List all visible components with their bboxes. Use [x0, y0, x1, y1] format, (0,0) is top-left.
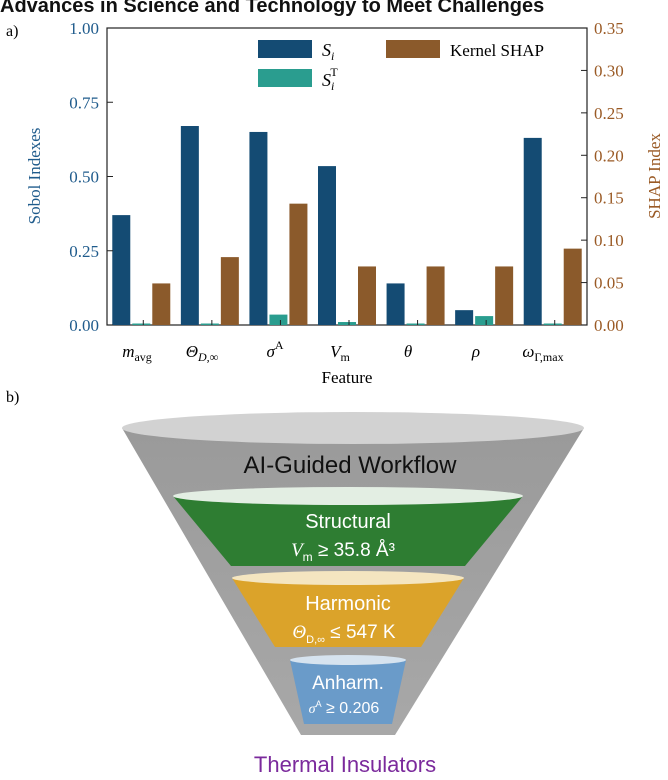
x-tick-label: ρ — [471, 342, 480, 361]
right-tick-label: 0.25 — [594, 104, 624, 123]
funnel-output-label: Thermal Insulators — [254, 752, 436, 777]
stage-harmonic-criterion: ΘD,∞ ≤ 547 K — [292, 622, 396, 646]
x-axis-title: Feature — [322, 368, 373, 387]
stage-anharmonic: Anharm. σA ≥ 0.206 — [290, 655, 406, 724]
left-tick-label: 1.00 — [69, 19, 99, 38]
bar-1-5 — [475, 316, 494, 325]
bar-0-3 — [318, 166, 336, 325]
bar-1-0 — [132, 323, 151, 325]
x-tick-label: σA — [266, 338, 283, 361]
stage-anharmonic-criterion: σA ≥ 0.206 — [309, 699, 380, 717]
header-title: Advances in Science and Technology to Me… — [0, 0, 545, 17]
legend-swatch-sit — [258, 69, 312, 87]
bar-0-5 — [455, 310, 474, 325]
stage-harmonic-rim — [232, 571, 464, 585]
right-tick-label: 0.00 — [594, 316, 624, 335]
bar-2-0 — [152, 283, 171, 325]
legend-label-sit: SiT — [322, 65, 338, 93]
stage-structural-name: Structural — [305, 511, 391, 533]
sobol-shap-bar-chart: 0.00 0.25 0.50 0.75 1.00 0.00 0.05 0.10 0.15 0.2… — [25, 19, 664, 387]
panel-a-label: a) — [6, 23, 18, 40]
bar-1-3 — [338, 322, 356, 325]
x-tick-label: θ — [404, 342, 412, 361]
bar-2-1 — [220, 257, 239, 325]
stage-anharmonic-band — [290, 660, 406, 724]
bar-0-4 — [386, 283, 405, 325]
right-tick-label: 0.30 — [594, 61, 624, 80]
bar-1-2 — [269, 314, 288, 325]
x-tick-label: ΘD,∞ — [186, 342, 219, 364]
bar-1-4 — [406, 323, 425, 325]
right-axis-ticks: 0.00 0.05 0.10 0.15 0.20 0.25 0.30 0.35 — [581, 19, 624, 335]
panel-b-label: b) — [6, 389, 19, 406]
bar-1-6 — [543, 323, 562, 325]
plot-frame — [106, 27, 588, 326]
right-tick-label: 0.05 — [594, 274, 624, 293]
x-tick-label: ωΓ,max — [522, 342, 563, 364]
bars-group — [112, 126, 582, 325]
left-tick-label: 0.00 — [69, 316, 99, 335]
legend-label-kernel-shap: Kernel SHAP — [450, 41, 544, 60]
right-tick-label: 0.15 — [594, 189, 624, 208]
bar-2-2 — [289, 203, 308, 325]
funnel-top-rim — [122, 412, 584, 444]
bar-2-3 — [358, 266, 376, 325]
legend-swatch-kernel-shap — [386, 40, 440, 58]
right-tick-label: 0.20 — [594, 146, 624, 165]
stage-structural-band — [173, 496, 523, 566]
stage-harmonic: Harmonic ΘD,∞ ≤ 547 K — [232, 571, 464, 647]
x-category-labels: mavg ΘD,∞ σA Vm θ ρ ωΓ,max — [122, 338, 563, 364]
bar-1-1 — [200, 323, 219, 325]
right-tick-label: 0.35 — [594, 19, 624, 38]
stage-anharmonic-rim — [290, 655, 406, 665]
bar-0-6 — [523, 137, 542, 325]
y-axis-left-title: Sobol Indexes — [25, 128, 44, 225]
bar-2-4 — [426, 266, 445, 325]
bar-0-0 — [112, 215, 131, 325]
stage-structural-criterion: Vm ≥ 35.8 Å³ — [291, 540, 395, 564]
stage-structural: Structural Vm ≥ 35.8 Å³ — [173, 487, 523, 566]
bar-2-5 — [495, 266, 514, 325]
left-tick-label: 0.75 — [69, 93, 99, 112]
y-axis-right-title: SHAP Index — [645, 133, 664, 219]
workflow-funnel: AI-Guided Workflow Structural Vm ≥ 35.8 … — [122, 412, 584, 777]
stage-anharmonic-name: Anharm. — [312, 673, 384, 694]
left-tick-label: 0.25 — [69, 242, 99, 261]
bar-0-1 — [180, 126, 199, 325]
legend-label-si: Si — [322, 40, 334, 63]
legend: Si SiT Kernel SHAP — [258, 40, 544, 93]
bar-2-6 — [563, 248, 582, 325]
bar-0-2 — [249, 131, 268, 325]
funnel-title: AI-Guided Workflow — [244, 452, 458, 479]
x-tick-label: mavg — [122, 342, 152, 364]
left-axis-ticks: 0.00 0.25 0.50 0.75 1.00 — [69, 19, 556, 335]
stage-harmonic-band — [232, 578, 464, 647]
left-tick-label: 0.50 — [69, 168, 99, 187]
right-tick-label: 0.10 — [594, 231, 624, 250]
stage-harmonic-name: Harmonic — [305, 593, 391, 615]
stage-structural-rim — [173, 487, 523, 505]
legend-swatch-si — [258, 40, 312, 58]
x-tick-label: Vm — [330, 342, 350, 364]
